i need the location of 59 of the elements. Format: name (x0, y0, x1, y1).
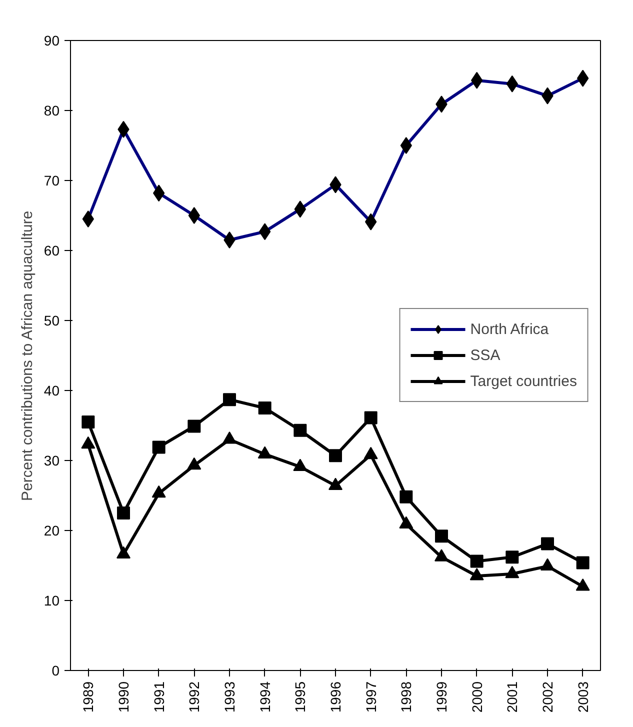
y-tick-label: 50 (44, 312, 60, 328)
point (400, 490, 413, 504)
point (470, 554, 484, 568)
point (152, 485, 166, 498)
y-tick-label: 30 (44, 452, 60, 468)
x-tick-label: 2001 (504, 681, 520, 713)
x-tick-label: 1999 (434, 681, 450, 713)
legend-label: Target countries (470, 372, 577, 390)
point (505, 566, 520, 578)
point (152, 440, 166, 454)
y-tick-label: 70 (44, 172, 60, 188)
point (364, 411, 378, 424)
point (188, 420, 201, 433)
x-tick-label: 1993 (222, 681, 238, 713)
point (293, 458, 308, 472)
point (329, 449, 342, 462)
point (541, 537, 554, 550)
point (328, 478, 342, 490)
x-tick-label: 2002 (540, 681, 556, 713)
y-tick-label: 60 (44, 242, 60, 258)
x-tick-label: 2003 (574, 681, 591, 713)
x-tick-label: 1990 (116, 681, 132, 713)
y-tick-label: 0 (52, 662, 60, 678)
x-tick-label: 1989 (80, 681, 96, 713)
point (506, 550, 519, 564)
y-tick-label: 40 (44, 382, 60, 398)
point (540, 558, 554, 570)
y-tick-label: 20 (44, 522, 60, 538)
point (434, 549, 448, 562)
point (576, 578, 590, 591)
y-axis-title: Percent contributions to African aquaculture (18, 210, 36, 501)
x-tick-label: 1997 (362, 681, 379, 713)
point (117, 506, 130, 520)
x-tick-label: 1992 (186, 681, 202, 713)
point (258, 402, 272, 414)
point (187, 457, 202, 470)
x-tick-label: 1991 (150, 681, 167, 713)
x-tick-label: 1998 (398, 681, 414, 713)
point (576, 556, 590, 570)
point (223, 393, 236, 406)
point (82, 416, 95, 428)
legend-label: SSA (470, 346, 500, 364)
x-tick-label: 1995 (292, 681, 308, 713)
point (116, 546, 130, 559)
point (470, 568, 484, 580)
point (364, 446, 378, 460)
point (258, 446, 272, 458)
point (399, 516, 414, 528)
x-tick-label: 2000 (468, 681, 485, 713)
point (435, 530, 448, 543)
point (222, 431, 236, 444)
y-tick-label: 10 (44, 592, 60, 608)
point (81, 436, 96, 449)
y-tick-label: 80 (44, 102, 60, 118)
x-tick-label: 1994 (256, 681, 273, 713)
y-tick-label: 90 (44, 32, 60, 48)
x-tick-label: 1996 (328, 681, 344, 713)
legend-label: North Africa (470, 320, 549, 338)
point (294, 424, 307, 437)
